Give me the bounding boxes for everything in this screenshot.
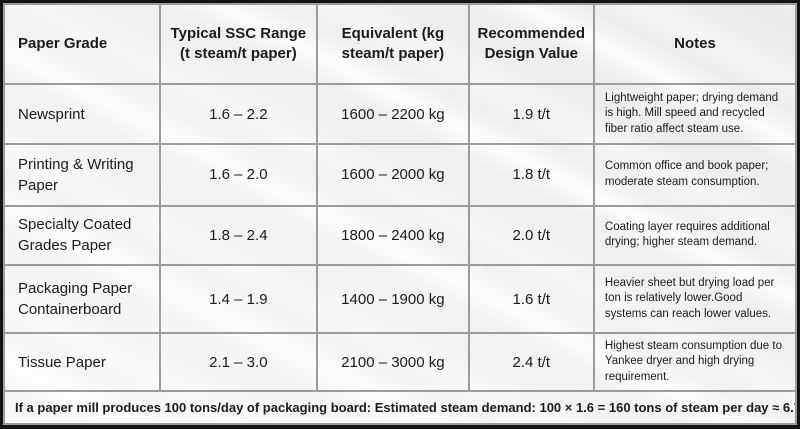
table-row-newsprint: Newsprint 1.6 – 2.2 1600 – 2200 kg 1.9 t… [3,82,798,146]
grade-cell: Packaging Paper Containerboard [3,263,161,335]
grade-cell: Newsprint [3,82,161,146]
equivalent-cell: 1600 – 2200 kg [316,82,470,146]
notes-cell: Heavier sheet but drying load per ton is… [592,263,798,335]
table-row-tissue: Tissue Paper 2.1 – 3.0 2100 – 3000 kg 2.… [3,332,798,392]
footer-row: If a paper mill produces 100 tons/day of… [3,390,797,425]
notes-cell: Common office and book paper; moderate s… [592,143,798,207]
header-notes: Notes [592,3,798,85]
header-design-value: Recommended Design Value [467,3,595,85]
ssc-range-cell: 1.8 – 2.4 [158,204,319,266]
ssc-range-cell: 1.6 – 2.0 [158,143,319,207]
design-value-cell: 1.8 t/t [467,143,595,207]
equivalent-cell: 2100 – 3000 kg [316,332,470,392]
header-row: Paper Grade Typical SSC Range (t steam/t… [3,3,798,85]
design-value-cell: 2.0 t/t [467,204,595,266]
table-row-packaging: Packaging Paper Containerboard 1.4 – 1.9… [3,263,798,335]
grade-cell: Printing & Writing Paper [3,143,161,207]
design-value-cell: 1.6 t/t [467,263,595,335]
ssc-range-cell: 1.4 – 1.9 [158,263,319,335]
design-value-cell: 1.9 t/t [467,82,595,146]
ssc-range-cell: 2.1 – 3.0 [158,332,319,392]
header-ssc-range: Typical SSC Range (t steam/t paper) [158,3,319,85]
equivalent-cell: 1600 – 2000 kg [316,143,470,207]
table-row-specialty-coated: Specialty Coated Grades Paper 1.8 – 2.4 … [3,204,798,266]
grade-cell: Specialty Coated Grades Paper [3,204,161,266]
example-calculation-text: If a paper mill produces 100 tons/day of… [3,390,797,425]
header-paper-grade: Paper Grade [3,3,161,85]
table-row-printing-writing: Printing & Writing Paper 1.6 – 2.0 1600 … [3,143,798,207]
equivalent-cell: 1400 – 1900 kg [316,263,470,335]
header-equivalent: Equivalent (kg steam/t paper) [316,3,470,85]
paper-grade-table: Paper Grade Typical SSC Range (t steam/t… [3,3,798,425]
equivalent-cell: 1800 – 2400 kg [316,204,470,266]
grade-cell: Tissue Paper [3,332,161,392]
design-value-cell: 2.4 t/t [467,332,595,392]
notes-cell: Lightweight paper; drying demand is high… [592,82,798,146]
ssc-range-cell: 1.6 – 2.2 [158,82,319,146]
notes-cell: Coating layer requires additional drying… [592,204,798,266]
notes-cell: Highest steam consumption due to Yankee … [592,332,798,392]
